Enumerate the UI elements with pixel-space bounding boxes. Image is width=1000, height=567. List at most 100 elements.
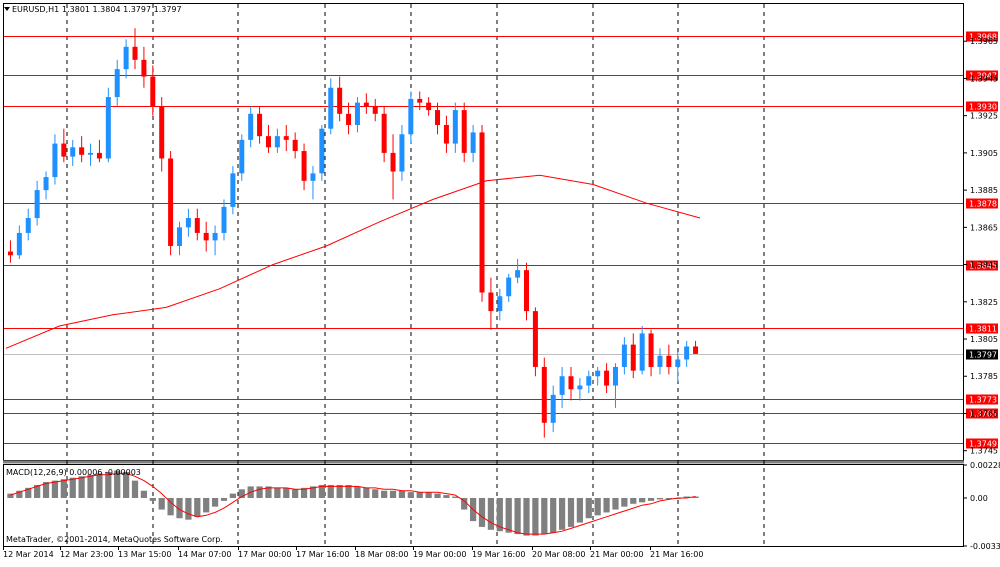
macd-bar (194, 497, 201, 517)
macd-bar (567, 497, 575, 527)
candle (408, 91, 414, 144)
candle (34, 180, 40, 226)
candle (612, 363, 618, 408)
candle (239, 134, 245, 181)
candle (595, 366, 601, 386)
candle (354, 97, 360, 133)
candle (399, 124, 405, 181)
x-tick-label: 19 Mar 16:00 (472, 550, 525, 559)
candle (532, 307, 538, 377)
candle (168, 151, 174, 256)
candle (319, 124, 325, 181)
candle (479, 124, 485, 302)
candle (372, 98, 378, 122)
macd-bar (389, 490, 397, 498)
candle (443, 115, 449, 153)
candle (212, 225, 218, 256)
macd-bar (203, 497, 210, 513)
candle (132, 28, 138, 70)
level-label: 1.3930 (969, 103, 997, 112)
macd-axis: 0.00228 0.00 -0.00332 (963, 461, 1000, 551)
candle (666, 344, 672, 375)
ma-line (5, 174, 701, 349)
candle (435, 102, 441, 135)
macd-bar (220, 497, 228, 501)
candle (621, 337, 627, 375)
macd-bar (558, 497, 566, 530)
macd-bar (692, 496, 699, 498)
moving-average (5, 174, 701, 349)
candle (684, 340, 690, 367)
x-tick-label: 12 Mar 23:00 (60, 550, 113, 559)
candle (185, 208, 191, 237)
macd-bar (167, 497, 174, 516)
candle (177, 221, 182, 256)
candle (301, 143, 307, 191)
candle (470, 124, 476, 163)
level-label-bg (966, 438, 998, 449)
macd-bar (87, 474, 94, 498)
candle (25, 208, 31, 241)
candle (7, 240, 13, 263)
candles (7, 28, 699, 438)
macd-bar (185, 497, 192, 520)
candle (452, 102, 458, 153)
macd-bar (274, 487, 281, 498)
candle (648, 329, 654, 377)
macd-bar (336, 484, 343, 498)
candle (310, 165, 316, 200)
macd-bar (123, 471, 130, 498)
candle (43, 171, 49, 200)
y-tick-label: 1.3845 (970, 261, 998, 270)
current-price-bg (966, 349, 998, 360)
candle (693, 340, 699, 354)
level-label-bg (966, 260, 998, 271)
candle (390, 134, 396, 200)
candle (105, 87, 111, 163)
macd-bar (140, 490, 148, 498)
macd-bar (309, 486, 317, 498)
macd-bar (612, 497, 619, 510)
candle (265, 124, 271, 153)
macd-bar (585, 497, 592, 519)
y-tick-label: 1.3965 (970, 37, 998, 46)
y-tick-label: 1.3905 (970, 149, 998, 158)
candle (337, 76, 343, 122)
level-label: 1.3765 (969, 410, 997, 419)
y-tick-label: 1.3925 (970, 112, 998, 121)
time-axis: 12 Mar 2014 12 Mar 23:00 13 Mar 15:00 14 Ma… (3, 546, 703, 559)
macd-bar (487, 497, 495, 530)
x-tick-label: 13 Mar 15:00 (118, 550, 171, 559)
macd-bar (425, 492, 432, 498)
triangle-down-icon[interactable] (4, 7, 10, 11)
macd-bar (69, 477, 76, 498)
macd-bar (176, 497, 183, 519)
y-tick-label: 1.3805 (970, 335, 998, 344)
macd-tick-label: 0.00 (970, 494, 988, 503)
macd-bar (78, 476, 85, 498)
macd-tick-label: 0.00228 (970, 461, 1000, 470)
macd-bar (238, 489, 245, 498)
y-tick-label: 1.3785 (970, 372, 998, 381)
candle (61, 128, 67, 163)
macd-bar (363, 487, 370, 498)
level-label: 1.3845 (969, 262, 997, 271)
macd-bar (656, 497, 664, 500)
macd-bar (461, 497, 468, 510)
candle (70, 139, 76, 166)
candle (346, 102, 352, 135)
macd-bar (452, 496, 459, 498)
candle (123, 39, 129, 79)
macd-bar (7, 493, 14, 498)
macd-bar (25, 487, 32, 498)
macd-bar (372, 489, 379, 498)
macd-bar (576, 497, 583, 523)
candle (221, 199, 227, 241)
candle (515, 258, 521, 284)
x-tick-label: 12 Mar 2014 (3, 550, 54, 559)
macd-bar (51, 480, 59, 498)
macd-bar (158, 497, 165, 510)
macd-bar (34, 484, 41, 498)
